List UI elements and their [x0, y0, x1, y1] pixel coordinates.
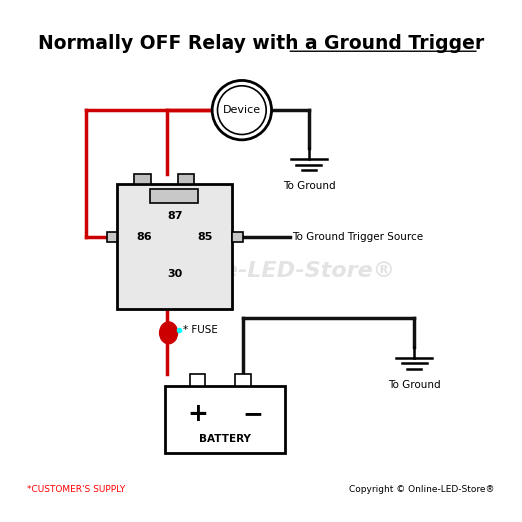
- Text: 85: 85: [197, 232, 213, 242]
- Text: 87: 87: [167, 210, 183, 220]
- Bar: [165, 386, 285, 453]
- Text: To Ground Trigger Source: To Ground Trigger Source: [292, 232, 423, 242]
- Text: *CUSTOMER'S SUPPLY: *CUSTOMER'S SUPPLY: [27, 485, 126, 494]
- Text: −: −: [242, 401, 263, 425]
- Bar: [190, 374, 205, 386]
- Bar: [107, 232, 117, 242]
- Circle shape: [212, 80, 271, 140]
- Text: 30: 30: [167, 269, 182, 279]
- Text: © Online-LED-Store®: © Online-LED-Store®: [127, 260, 395, 281]
- Text: Normally OFF Relay with a Ground Trigger: Normally OFF Relay with a Ground Trigger: [38, 33, 484, 53]
- Text: To Ground: To Ground: [388, 380, 441, 390]
- Text: 86: 86: [137, 232, 152, 242]
- Bar: [149, 189, 198, 203]
- Text: To Ground: To Ground: [282, 181, 335, 191]
- Text: * FUSE: * FUSE: [183, 325, 218, 336]
- Text: BATTERY: BATTERY: [199, 434, 251, 444]
- Text: Device: Device: [223, 105, 261, 115]
- Bar: [117, 184, 232, 309]
- Ellipse shape: [160, 322, 177, 343]
- Bar: [232, 232, 243, 242]
- Text: Copyright © Online-LED-Store®: Copyright © Online-LED-Store®: [349, 485, 495, 494]
- Bar: [177, 174, 194, 184]
- Bar: [235, 374, 251, 386]
- Text: +: +: [187, 401, 208, 425]
- Circle shape: [218, 86, 266, 135]
- Bar: [134, 174, 151, 184]
